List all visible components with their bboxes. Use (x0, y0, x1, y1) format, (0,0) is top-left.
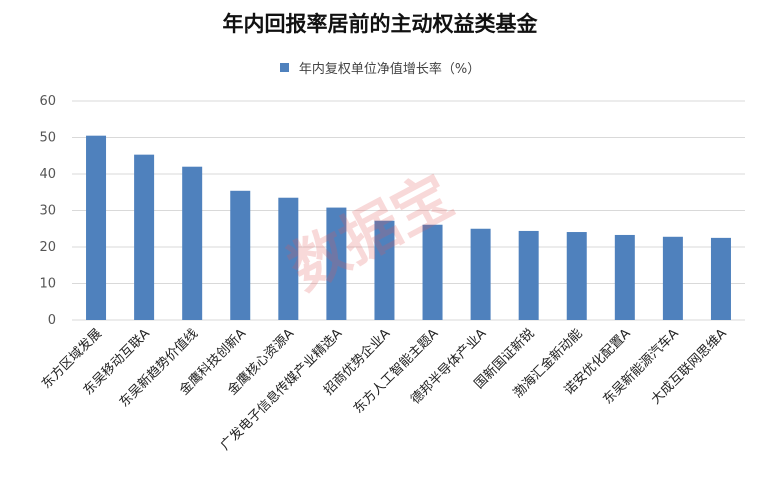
bar (230, 190, 251, 320)
bar (566, 232, 587, 320)
bar (614, 234, 635, 320)
y-tick-label: 30 (39, 204, 56, 219)
legend: 年内复权单位净值增长率（%） (0, 58, 760, 77)
bar (518, 230, 539, 320)
x-tick-label: 东吴新趋势价值线 (116, 326, 201, 411)
bar (710, 237, 731, 320)
bar (134, 154, 155, 320)
bar (470, 228, 491, 320)
y-tick-label: 10 (39, 277, 56, 292)
y-tick-label: 20 (39, 240, 56, 255)
y-tick-label: 60 (39, 94, 56, 109)
bar (374, 220, 395, 320)
bar (182, 166, 203, 320)
bar (326, 207, 347, 320)
x-tick-label: 东方人工智能主题A (350, 325, 441, 416)
bar (422, 224, 443, 320)
y-tick-label: 40 (39, 167, 56, 182)
chart-title: 年内回报率居前的主动权益类基金 (222, 12, 538, 36)
legend-swatch (279, 63, 289, 72)
bar (278, 197, 299, 320)
y-tick-label: 50 (39, 131, 56, 146)
y-tick-label: 0 (48, 313, 56, 328)
bar (662, 236, 683, 320)
bar (86, 135, 107, 320)
legend-entry: 年内复权单位净值增长率（%） (298, 62, 481, 77)
